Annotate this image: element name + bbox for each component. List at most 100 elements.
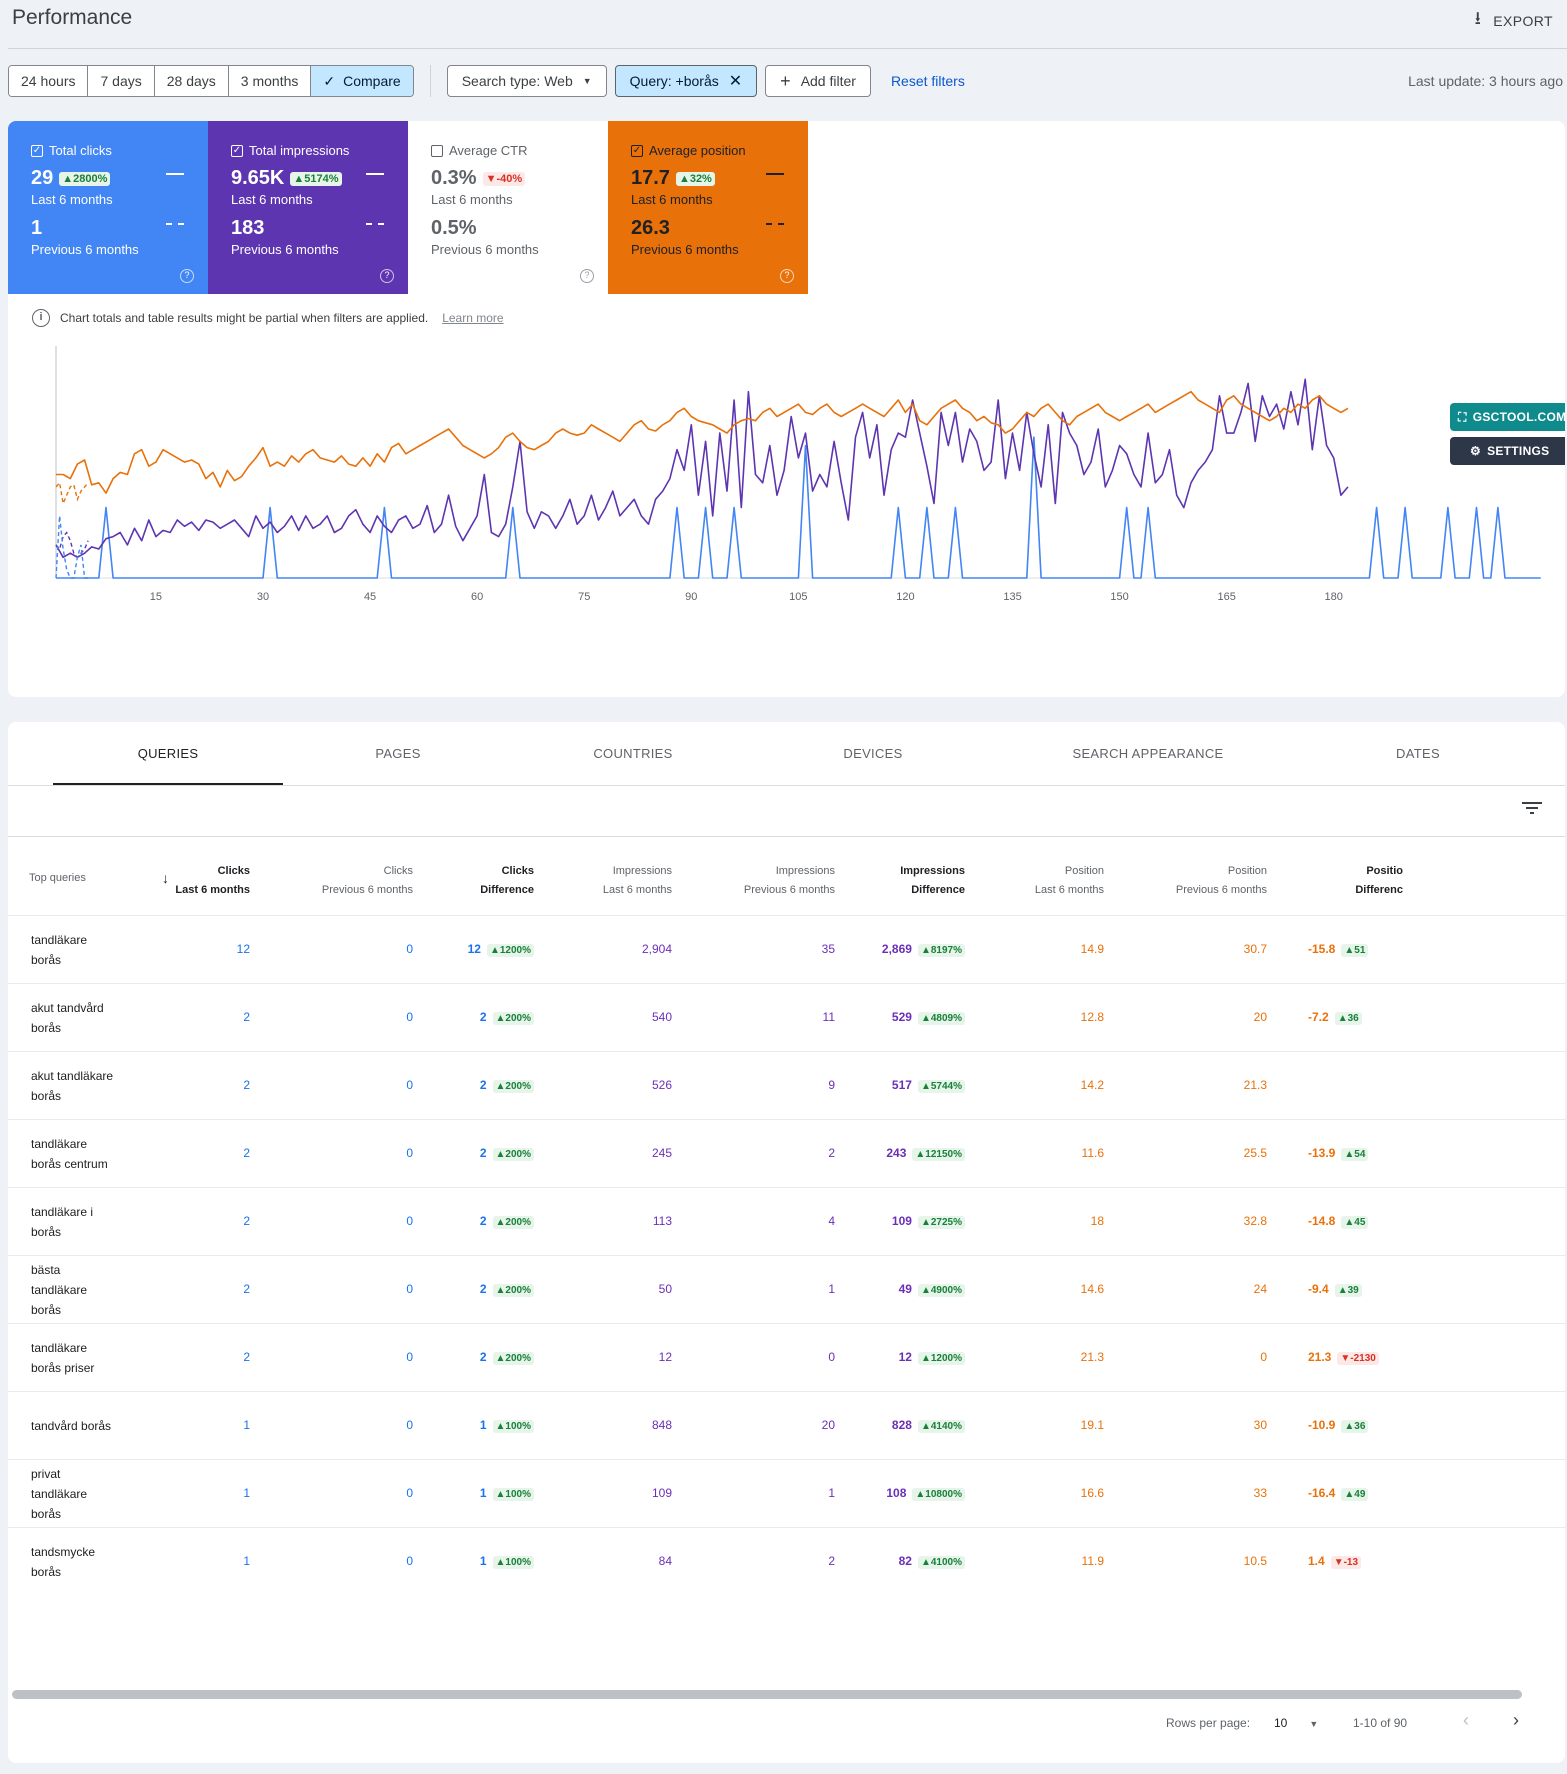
table-row[interactable]: tandläkare borås 12 0 12 ▲1200% 2,904 35 2,869 ▲8… xyxy=(8,915,1565,983)
change-badge: ▲49 xyxy=(1341,1488,1369,1501)
metric-average-position[interactable]: ✓ Average position 17.7 ▲32% Last 6 months… xyxy=(608,121,808,294)
cell-value: 12 xyxy=(658,1350,672,1364)
search-type-dropdown[interactable]: Search type: Web ▼ xyxy=(446,65,607,97)
help-icon[interactable]: ? xyxy=(180,269,194,283)
column-header[interactable]: Impressions Difference xyxy=(900,862,965,900)
cell-i: 526 xyxy=(652,1078,672,1092)
metric-average-ctr[interactable]: Average CTR 0.3% ▼-40% Last 6 months 0.5%… xyxy=(408,121,608,294)
sort-descending-icon[interactable]: ↓ xyxy=(162,870,169,886)
checkbox-checked-icon[interactable]: ✓ xyxy=(231,144,243,157)
change-badge: ▲5744% xyxy=(917,1080,965,1093)
table-row[interactable]: akut tandläkare borås 2 0 2 ▲200% 526 9 517 ▲5744… xyxy=(8,1051,1565,1119)
column-header[interactable]: Impressions Last 6 months xyxy=(603,862,672,900)
export-button[interactable]: ⭳ EXPORT xyxy=(1475,6,1553,36)
help-icon[interactable]: ? xyxy=(580,269,594,283)
cell-pp: 33 xyxy=(1254,1486,1267,1500)
tab-search-appearance[interactable]: SEARCH APPEARANCE xyxy=(1072,746,1224,761)
query-cell[interactable]: tandvård borås xyxy=(31,1416,151,1436)
change-badge: ▲10800% xyxy=(912,1488,965,1501)
query-cell[interactable]: tandsmycke borås xyxy=(31,1542,151,1582)
filter-list-icon[interactable] xyxy=(1521,800,1543,816)
series-line-clicks[interactable] xyxy=(56,436,1541,579)
table-row[interactable]: tandvård borås 1 0 1 ▲100% 848 20 828 ▲4140% 19.1… xyxy=(8,1391,1565,1459)
cell-p: 14.6 xyxy=(1081,1282,1104,1296)
range-3-months[interactable]: 3 months xyxy=(228,66,312,96)
table-row[interactable]: bästa tandläkare borås 2 0 2 ▲200% 50 1 49 ▲4900% 1… xyxy=(8,1255,1565,1323)
header-line-1: Impressions xyxy=(612,865,672,877)
cell-p: 14.9 xyxy=(1081,942,1104,956)
checkbox-checked-icon[interactable]: ✓ xyxy=(631,144,643,157)
table-row[interactable]: tandläkare borås priser 2 0 2 ▲200% 12 0 12 ▲1200… xyxy=(8,1323,1565,1391)
header-line-2: Last 6 months xyxy=(602,884,672,896)
rows-per-page-select[interactable]: 10 ▼ xyxy=(1274,1716,1318,1730)
column-header[interactable]: Clicks Previous 6 months xyxy=(322,862,413,900)
tab-countries[interactable]: COUNTRIES xyxy=(593,746,673,761)
query-cell[interactable]: akut tandvård borås xyxy=(31,998,151,1038)
add-filter-button[interactable]: + Add filter xyxy=(765,65,871,97)
cell-value: 2 xyxy=(479,1078,487,1092)
table-row[interactable]: akut tandvård borås 2 0 2 ▲200% 540 11 529 ▲4809%… xyxy=(8,983,1565,1051)
cell-value: 0 xyxy=(406,1350,413,1364)
cell-p: 19.1 xyxy=(1081,1418,1104,1432)
header-line-2: Previous 6 months xyxy=(743,884,835,896)
tab-pages[interactable]: PAGES xyxy=(375,746,421,761)
query-cell[interactable]: tandläkare borås priser xyxy=(31,1338,151,1378)
tab-queries[interactable]: QUERIES xyxy=(137,746,199,761)
table-row[interactable]: tandläkare borås centrum 2 0 2 ▲200% 245 2 243 ▲1… xyxy=(8,1119,1565,1187)
metric-total-impressions[interactable]: ✓ Total impressions 9.65K ▲5174% Last 6 mo… xyxy=(208,121,408,294)
query-cell[interactable]: tandläkare borås centrum xyxy=(31,1134,151,1174)
performance-chart[interactable]: 15 30 45 60 75 90 105 120 135 150 165 180 xyxy=(8,331,1565,697)
prev-page-icon[interactable]: ‹ xyxy=(1463,1710,1469,1730)
cell-value: 1.4 xyxy=(1308,1554,1325,1568)
column-header-query[interactable]: Top queries xyxy=(29,869,86,888)
series-line-position[interactable] xyxy=(56,390,1349,494)
query-cell[interactable]: privat tandläkare borås xyxy=(31,1464,151,1524)
query-text-line: akut tandläkare xyxy=(31,1069,114,1083)
tab-devices[interactable]: DEVICES xyxy=(843,746,903,761)
checkbox-unchecked-icon[interactable] xyxy=(431,144,443,157)
query-cell[interactable]: akut tandläkare borås xyxy=(31,1066,151,1106)
cell-value: -9.4 xyxy=(1308,1282,1329,1296)
help-icon[interactable]: ? xyxy=(380,269,394,283)
cell-value: 14.6 xyxy=(1080,1282,1104,1296)
x-tick-label: 120 xyxy=(896,591,914,603)
table-row[interactable]: tandsmycke borås 1 0 1 ▲100% 84 2 82 ▲4100% 11.9 10… xyxy=(8,1527,1565,1595)
column-header[interactable]: Clicks Difference xyxy=(480,862,534,900)
help-icon[interactable]: ? xyxy=(780,269,794,283)
table-row[interactable]: privat tandläkare borås 1 0 1 ▲100% 109 1 108 ▲108… xyxy=(8,1459,1565,1527)
tab-dates[interactable]: DATES xyxy=(1396,746,1440,761)
gsctool-button[interactable]: ⛶ GSCTOOL.COM xyxy=(1450,403,1565,431)
next-page-icon[interactable]: › xyxy=(1513,1710,1519,1730)
cell-value: 11 xyxy=(822,1010,835,1024)
range-28-days[interactable]: 28 days xyxy=(154,66,229,96)
column-header[interactable]: Clicks Last 6 months xyxy=(175,862,250,900)
cell-value: 113 xyxy=(652,1214,672,1228)
metric-total-clicks[interactable]: ✓ Total clicks 29 ▲2800% Last 6 months 1 P… xyxy=(8,121,208,294)
reset-filters-link[interactable]: Reset filters xyxy=(890,73,965,89)
range-24-hours[interactable]: 24 hours xyxy=(9,66,89,96)
settings-button[interactable]: ⚙ SETTINGS xyxy=(1450,437,1565,465)
date-range-selector: 24 hours 7 days 28 days 3 months ✓ Compa… xyxy=(8,65,414,97)
compare-toggle[interactable]: ✓ Compare xyxy=(311,66,413,96)
active-tab-indicator xyxy=(53,783,283,785)
table-row[interactable]: tandläkare i borås 2 0 2 ▲200% 113 4 109 ▲2725% 18… xyxy=(8,1187,1565,1255)
query-filter-label: Query: +borås xyxy=(629,73,719,89)
column-header[interactable]: Position Last 6 months xyxy=(1035,862,1104,900)
learn-more-link[interactable]: Learn more xyxy=(442,311,504,325)
query-cell[interactable]: tandläkare i borås xyxy=(31,1202,151,1242)
header-separator xyxy=(8,836,1565,837)
range-7-days[interactable]: 7 days xyxy=(88,66,155,96)
column-header[interactable]: Positio Differenc xyxy=(1355,862,1403,900)
query-cell[interactable]: tandläkare borås xyxy=(31,930,151,970)
checkbox-checked-icon[interactable]: ✓ xyxy=(31,144,43,157)
query-filter-chip[interactable]: Query: +borås ✕ xyxy=(614,65,758,97)
horizontal-scrollbar[interactable] xyxy=(12,1690,1522,1699)
query-text-line: borås xyxy=(31,1507,62,1521)
cell-i: 50 xyxy=(659,1282,672,1296)
query-cell[interactable]: bästa tandläkare borås xyxy=(31,1260,151,1320)
column-header[interactable]: Impressions Previous 6 months xyxy=(744,862,835,900)
column-header[interactable]: Position Previous 6 months xyxy=(1176,862,1267,900)
close-icon[interactable]: ✕ xyxy=(728,73,743,90)
series-line-impressions[interactable] xyxy=(55,378,1349,559)
query-text-line: borås centrum xyxy=(31,1157,108,1171)
